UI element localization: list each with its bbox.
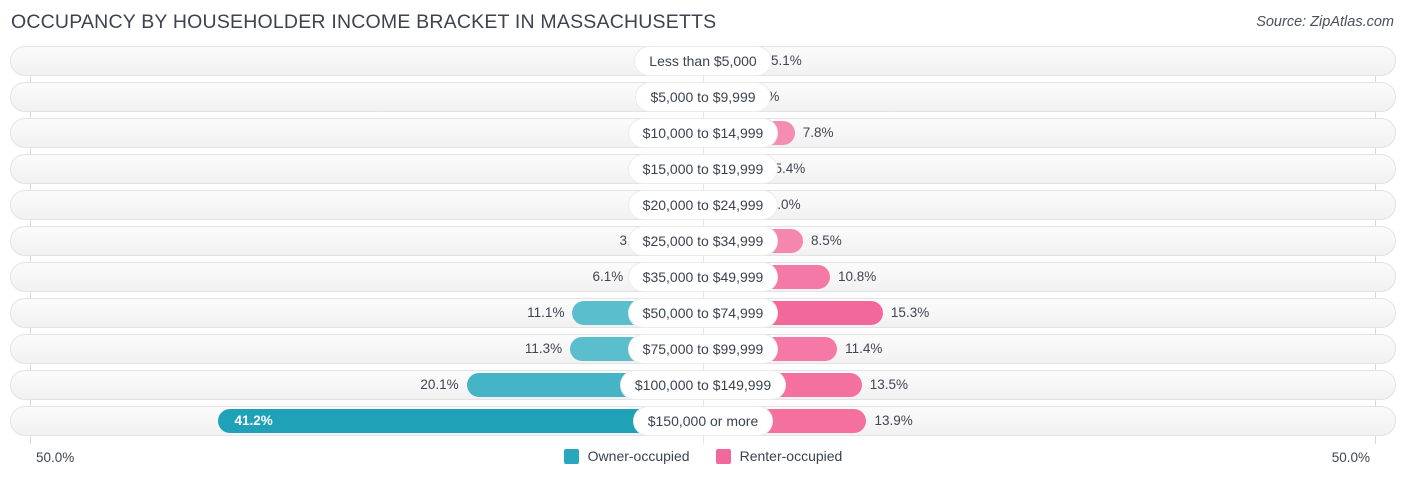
value-label-renter-occupied: 8.5% [810,233,842,248]
value-label-renter-occupied: 13.9% [874,413,913,428]
axis-label-left: 50.0% [36,450,75,465]
category-label: $50,000 to $74,999 [628,299,778,327]
value-label-renter-occupied: 7.8% [802,125,834,140]
value-label-owner-occupied: 11.3% [524,341,563,356]
table-row[interactable]: 0.73%3.2%$5,000 to $9,999 [0,82,1406,112]
category-label: $25,000 to $34,999 [628,227,778,255]
table-row[interactable]: 6.1% 10.8% $35,000 to $49,999 [0,262,1406,292]
category-label: $5,000 to $9,999 [636,83,770,111]
table-row[interactable]: 1.2%7.8%$10,000 to $14,999 [0,118,1406,148]
table-row[interactable]: 11.1% 15.3% $50,000 to $74,999 [0,298,1406,328]
category-label: $100,000 to $149,999 [620,371,786,399]
axis-label-right: 50.0% [1331,450,1370,465]
value-label-owner-occupied: 6.1% [592,269,624,284]
page-title: OCCUPANCY BY HOUSEHOLDER INCOME BRACKET … [11,11,717,33]
value-label-owner-occupied: 11.1% [527,305,565,320]
value-label-owner-occupied: 41.2% [234,413,273,428]
category-label: $35,000 to $49,999 [628,263,778,291]
value-label-renter-occupied: 5.1% [770,53,802,68]
table-row[interactable]: 41.2% 13.9% $150,000 or more [0,406,1406,436]
table-row[interactable]: 11.3% 11.4% $75,000 to $99,999 [0,334,1406,364]
table-row[interactable]: 3.8%8.5%$25,000 to $34,999 [0,226,1406,256]
chart-legend: Owner-occupied Renter-occupied [0,448,1406,464]
chart-header: OCCUPANCY BY HOUSEHOLDER INCOME BRACKET … [0,0,1406,46]
legend-swatch-icon [715,448,731,464]
value-label-renter-occupied: 10.8% [838,269,877,284]
legend-label: Renter-occupied [739,448,843,464]
value-label-renter-occupied: 5.0% [769,197,801,212]
category-label: $150,000 or more [633,407,773,435]
value-label-renter-occupied: 13.5% [869,377,909,392]
chart-footer: 50.0% 50.0% Owner-occupied Renter-occupie… [0,444,1406,487]
bar-owner-occupied[interactable] [218,409,703,433]
category-label: $10,000 to $14,999 [628,119,778,147]
value-label-renter-occupied: 5.4% [774,161,806,176]
table-row[interactable]: 1.4%5.4%$15,000 to $19,999 [0,154,1406,184]
legend-swatch-icon [563,448,579,464]
category-label: $15,000 to $19,999 [628,155,778,183]
value-label-renter-occupied: 11.4% [845,341,883,356]
category-label: $75,000 to $99,999 [628,335,778,363]
legend-item[interactable]: Renter-occupied [715,448,843,464]
value-label-owner-occupied: 20.1% [420,377,459,392]
category-label: $20,000 to $24,999 [628,191,778,219]
legend-item[interactable]: Owner-occupied [563,448,690,464]
chart-plot-area: 1.3%5.1%Less than $5,000 0.73%3.2%$5,000 … [0,46,1406,444]
source-attribution: Source: ZipAtlas.com [1256,14,1394,30]
table-row[interactable]: 20.1% 13.5% $100,000 to $149,999 [0,370,1406,400]
value-label-renter-occupied: 15.3% [890,305,930,320]
table-row[interactable]: 1.7%5.0%$20,000 to $24,999 [0,190,1406,220]
category-label: Less than $5,000 [635,47,771,75]
legend-label: Owner-occupied [587,448,690,464]
table-row[interactable]: 1.3%5.1%Less than $5,000 [0,46,1406,76]
